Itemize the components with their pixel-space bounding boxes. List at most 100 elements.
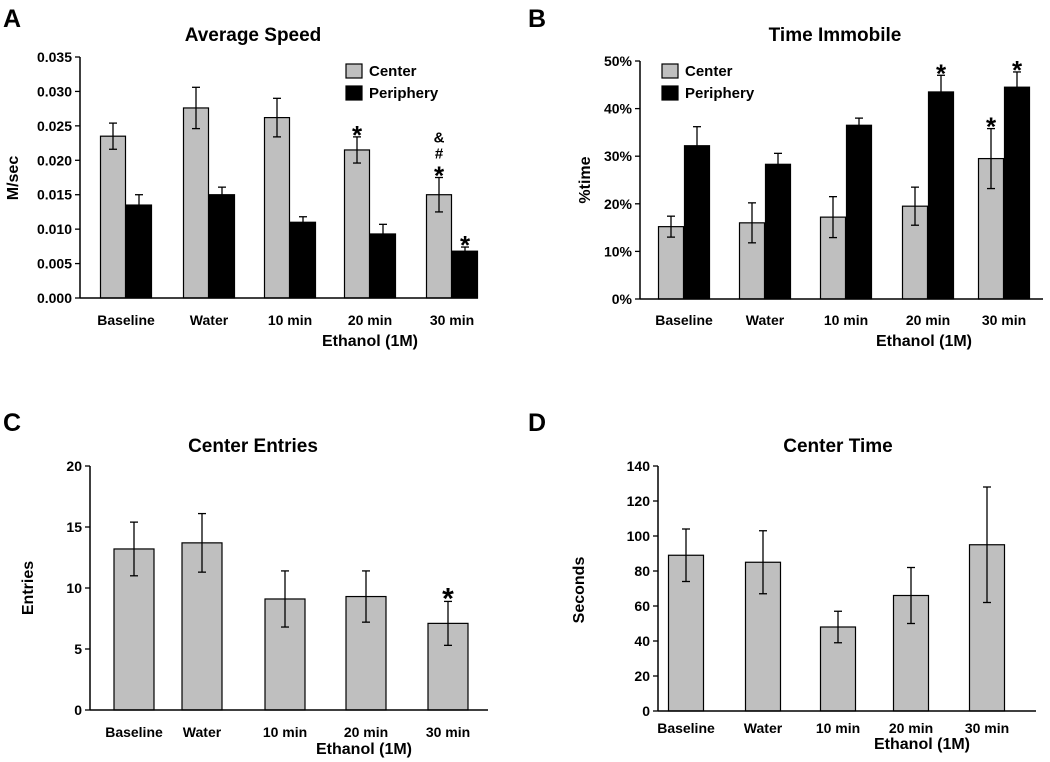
legend-label-b: Center [685, 63, 733, 80]
y-axis-label-c: Entries [20, 561, 37, 615]
x-tick-label-c: 30 min [426, 724, 470, 740]
x-group-label-a: Ethanol (1M) [322, 333, 418, 350]
plot-area-b: 0% 10% 20% 30% 40% 50% * * * Baseline Water 10 min 2… [577, 53, 1043, 350]
bar-b [845, 124, 873, 300]
y-tick-label-a: 0.025 [37, 118, 72, 134]
panel-c: C Center Entries 0 5 10 15 20 * Baseline Water 1… [3, 409, 488, 758]
plot-area-d: 0 20 40 60 80 100 120 140 Baseline Water 10 min 20 … [571, 458, 1036, 753]
x-tick-label-d: Water [744, 720, 783, 736]
bar-a [182, 107, 210, 299]
bar-b [764, 163, 792, 300]
legend-swatch-b [661, 63, 679, 79]
x-tick-label-b: Water [746, 312, 785, 328]
y-tick-label-a: 0.035 [37, 49, 72, 65]
y-tick-label-c: 20 [66, 458, 82, 474]
bar-a [343, 149, 371, 299]
y-tick-label-d: 140 [627, 458, 651, 474]
plot-area-a: 0.000 0.005 0.010 0.015 0.020 0.025 0.030 0.035… [5, 49, 479, 350]
bar-a [125, 204, 153, 299]
panel-label-a: A [3, 5, 21, 33]
x-tick-label-d: 10 min [816, 720, 860, 736]
y-tick-label-d: 0 [642, 703, 650, 719]
panel-a: A Average Speed 0.000 0.005 0.010 0.015 0.02… [3, 5, 479, 350]
chart-title-c: Center Entries [188, 436, 318, 457]
x-tick-label-c: Baseline [105, 724, 163, 740]
legend-label-b: Periphery [685, 85, 755, 102]
x-tick-label-a: Water [190, 312, 229, 328]
x-tick-label-d: Baseline [657, 720, 715, 736]
y-axis-label-b: %time [577, 156, 594, 203]
legend-swatch-b [661, 85, 679, 101]
y-tick-label-a: 0.005 [37, 256, 72, 272]
y-tick-label-b: 0% [612, 291, 633, 307]
bar-a [369, 233, 397, 299]
x-group-label-c: Ethanol (1M) [316, 741, 412, 758]
significance-marker-a: * [352, 120, 363, 150]
y-tick-label-d: 80 [634, 563, 650, 579]
significance-marker-a: * [460, 230, 471, 260]
bar-a [208, 194, 236, 299]
x-tick-label-b: 20 min [906, 312, 950, 328]
panel-label-b: B [528, 5, 546, 33]
y-tick-label-b: 30% [604, 148, 633, 164]
y-axis-label-a: M/sec [5, 156, 22, 201]
bar-a [99, 135, 127, 299]
panel-label-d: D [528, 409, 546, 437]
y-tick-label-d: 100 [627, 528, 651, 544]
x-tick-label-c: Water [183, 724, 222, 740]
y-tick-label-a: 0.010 [37, 221, 72, 237]
x-tick-label-b: 10 min [824, 312, 868, 328]
x-tick-label-a: 10 min [268, 312, 312, 328]
x-tick-label-d: 20 min [889, 720, 933, 736]
bar-a [289, 221, 317, 299]
x-tick-label-a: 30 min [430, 312, 474, 328]
chart-title-d: Center Time [783, 436, 892, 457]
significance-marker-c: * [442, 582, 454, 615]
bar-b [683, 145, 711, 300]
y-tick-label-d: 60 [634, 598, 650, 614]
legend-swatch-a [345, 85, 363, 101]
legend-label-a: Periphery [369, 85, 439, 102]
x-tick-label-c: 10 min [263, 724, 307, 740]
y-tick-label-a: 0.030 [37, 83, 72, 99]
y-tick-label-a: 0.015 [37, 187, 72, 203]
y-tick-label-b: 40% [604, 101, 633, 117]
y-tick-label-d: 120 [627, 493, 651, 509]
x-tick-label-b: Baseline [655, 312, 713, 328]
x-group-label-b: Ethanol (1M) [876, 333, 972, 350]
y-tick-label-a: 0.020 [37, 152, 72, 168]
bar-a [451, 250, 479, 299]
x-tick-label-d: 30 min [965, 720, 1009, 736]
x-tick-label-a: Baseline [97, 312, 155, 328]
panel-label-c: C [3, 409, 21, 437]
y-tick-label-d: 20 [634, 668, 650, 684]
x-tick-label-c: 20 min [344, 724, 388, 740]
chart-title-a: Average Speed [185, 25, 322, 46]
legend-label-a: Center [369, 63, 417, 80]
y-tick-label-b: 50% [604, 53, 633, 69]
bar-b [1003, 86, 1031, 300]
plot-area-c: 0 5 10 15 20 * Baseline Water 10 min 20 min 30 min… [20, 458, 488, 758]
y-tick-label-b: 10% [604, 243, 633, 259]
panel-b: B Time Immobile 0% 10% 20% 30% 40% 50% * * * Base… [528, 5, 1043, 350]
legend-swatch-a [345, 63, 363, 79]
x-tick-label-a: 20 min [348, 312, 392, 328]
y-tick-label-d: 40 [634, 633, 650, 649]
y-tick-label-c: 15 [66, 519, 82, 535]
y-tick-label-b: 20% [604, 196, 633, 212]
y-tick-label-c: 10 [66, 580, 82, 596]
significance-marker-a: * [434, 161, 445, 191]
x-group-label-d: Ethanol (1M) [874, 736, 970, 753]
significance-marker-a: # [435, 146, 444, 163]
y-tick-label-c: 5 [74, 641, 82, 657]
bar-b [927, 91, 955, 300]
y-axis-label-d: Seconds [571, 557, 588, 624]
y-tick-label-a: 0.000 [37, 290, 72, 306]
chart-title-b: Time Immobile [769, 25, 902, 46]
panel-d: D Center Time 0 20 40 60 80 100 120 140 Baseline… [528, 409, 1036, 753]
significance-marker-b: * [936, 58, 947, 88]
significance-marker-b: * [1012, 55, 1023, 85]
bar-a [263, 116, 291, 299]
x-tick-label-b: 30 min [982, 312, 1026, 328]
